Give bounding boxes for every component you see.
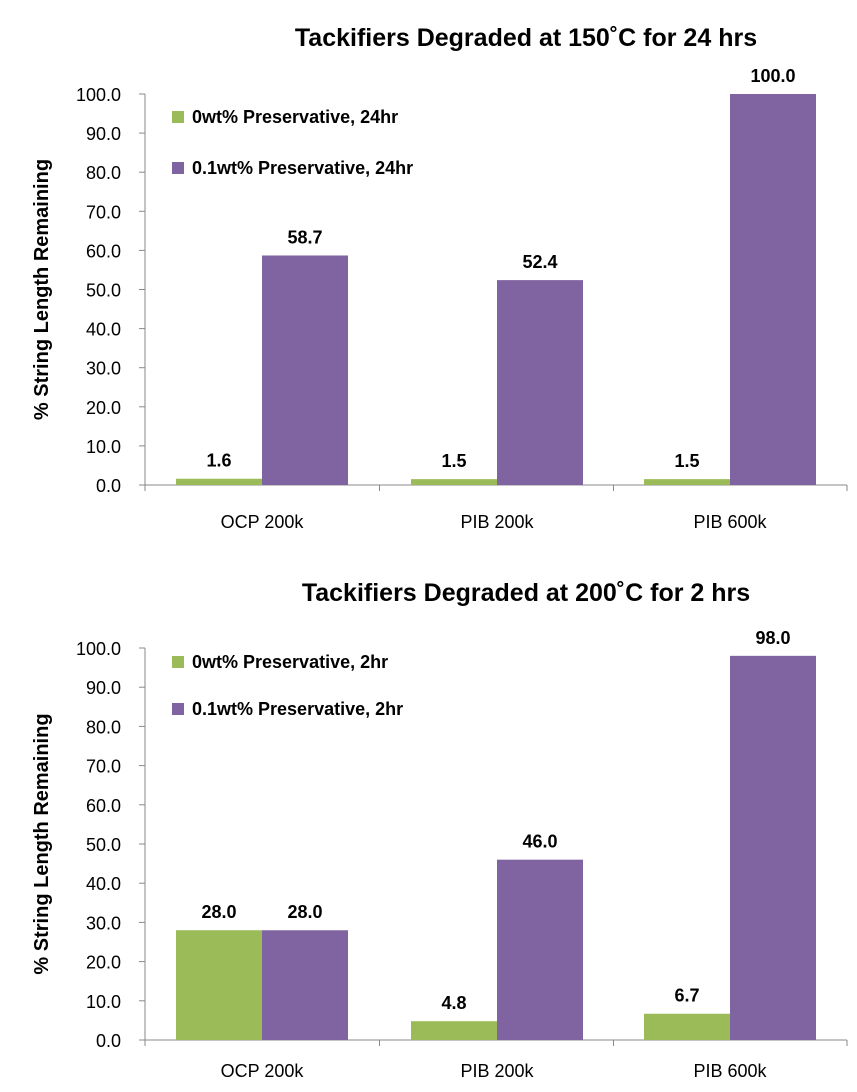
y-axis-label: % String Length Remaining: [31, 713, 53, 974]
legend-entry: 0wt% Preservative, 24hr: [192, 107, 398, 127]
legend-entry: 0wt% Preservative, 2hr: [192, 652, 388, 672]
y-tick-label: 10.0: [86, 437, 121, 457]
bar-green: [411, 479, 497, 485]
x-category-label: OCP 200k: [221, 1061, 305, 1081]
legend-swatch: [172, 703, 184, 715]
legend-swatch: [172, 162, 184, 174]
data-label: 58.7: [287, 227, 322, 247]
bar-purple: [497, 280, 583, 485]
y-tick-label: 20.0: [86, 398, 121, 418]
x-category-label: PIB 200k: [460, 1061, 534, 1081]
data-label: 52.4: [522, 252, 557, 272]
data-label: 6.7: [674, 986, 699, 1006]
x-category-label: OCP 200k: [221, 512, 305, 532]
y-tick-label: 90.0: [86, 678, 121, 698]
bar-purple: [262, 255, 348, 485]
bar-green: [176, 478, 262, 485]
chart-title: Tackifiers Degraded at 150˚C for 24 hrs: [295, 24, 757, 52]
y-tick-label: 10.0: [86, 992, 121, 1012]
y-tick-label: 70.0: [86, 202, 121, 222]
data-label: 1.5: [674, 451, 699, 471]
y-tick-label: 0.0: [96, 476, 121, 496]
y-tick-label: 60.0: [86, 796, 121, 816]
data-label: 4.8: [441, 993, 466, 1013]
chart-150c-24hrs: Tackifiers Degraded at 150˚C for 24 hrs%…: [31, 24, 848, 532]
y-tick-label: 40.0: [86, 874, 121, 894]
legend-entry: 0.1wt% Preservative, 2hr: [192, 699, 403, 719]
y-tick-label: 100.0: [76, 85, 121, 105]
chart-title: Tackifiers Degraded at 200˚C for 2 hrs: [302, 579, 750, 607]
data-label: 98.0: [755, 628, 790, 648]
x-category-label: PIB 600k: [693, 512, 767, 532]
bar-green: [644, 479, 730, 485]
chart-200c-2hrs: Tackifiers Degraded at 200˚C for 2 hrs % …: [31, 579, 848, 1081]
data-label: 46.0: [522, 832, 557, 852]
bar-purple: [730, 94, 816, 485]
y-tick-label: 20.0: [86, 953, 121, 973]
bar-purple: [730, 655, 816, 1040]
data-label: 28.0: [201, 902, 236, 922]
y-axis-label: % String Length Remaining: [31, 159, 53, 420]
y-tick-label: 100.0: [76, 639, 121, 659]
legend-entry: 0.1wt% Preservative, 24hr: [192, 158, 413, 178]
bar-green: [176, 930, 262, 1040]
bar-purple: [497, 859, 583, 1040]
y-tick-label: 80.0: [86, 717, 121, 737]
bar-green: [644, 1013, 730, 1040]
y-tick-label: 30.0: [86, 913, 121, 933]
y-tick-label: 70.0: [86, 757, 121, 777]
y-tick-label: 80.0: [86, 163, 121, 183]
data-label: 1.6: [206, 451, 231, 471]
y-tick-label: 60.0: [86, 241, 121, 261]
legend-swatch: [172, 656, 184, 668]
y-tick-label: 50.0: [86, 281, 121, 301]
x-category-label: PIB 600k: [693, 1061, 767, 1081]
y-tick-label: 0.0: [96, 1031, 121, 1051]
bar-green: [411, 1021, 497, 1040]
y-tick-label: 40.0: [86, 320, 121, 340]
legend-swatch: [172, 111, 184, 123]
bar-purple: [262, 930, 348, 1040]
y-tick-label: 50.0: [86, 835, 121, 855]
data-label: 28.0: [287, 902, 322, 922]
y-tick-label: 90.0: [86, 124, 121, 144]
data-label: 1.5: [441, 451, 466, 471]
y-tick-label: 30.0: [86, 359, 121, 379]
data-label: 100.0: [750, 66, 795, 86]
x-category-label: PIB 200k: [460, 512, 534, 532]
